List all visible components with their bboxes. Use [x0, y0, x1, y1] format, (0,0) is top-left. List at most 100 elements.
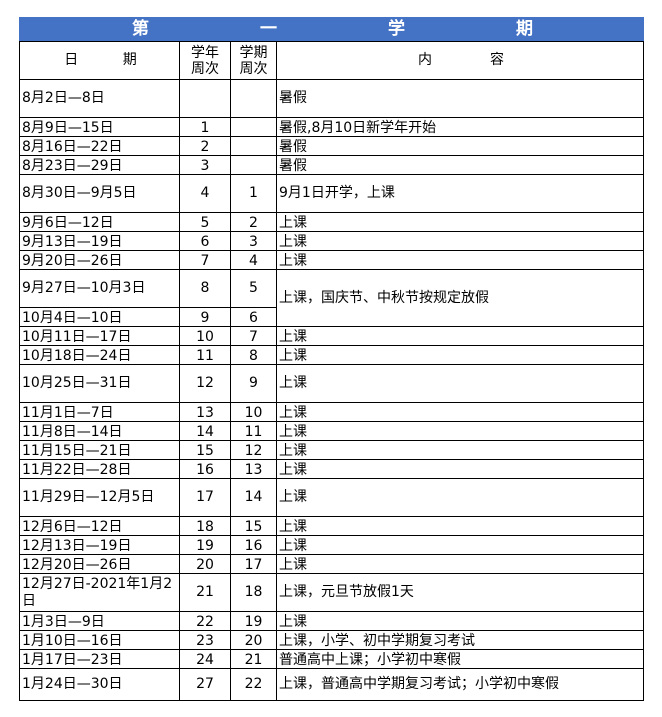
header-content: 内容 [276, 41, 644, 80]
content-cell: 上课 [276, 535, 644, 555]
year-week-cell: 22 [179, 611, 231, 631]
table-row: 1月17日—23日 24 21 普通高中上课；小学初中寒假 [19, 649, 644, 669]
date-cell: 9月6日—12日 [19, 212, 180, 232]
date-cell: 11月1日—7日 [19, 402, 180, 422]
school-calendar-table: 第 一 学 期 日期 学年周次 学期周次 内容 8月2日—8日 暑假 8月9日—15… [19, 17, 644, 701]
year-week-cell: 18 [179, 516, 231, 536]
date-cell: 12月13日—19日 [19, 535, 180, 555]
date-cell: 11月8日—14日 [19, 421, 180, 441]
content-cell: 暑假 [276, 136, 644, 156]
date-cell: 12月6日—12日 [19, 516, 180, 536]
header-content-char: 内 [418, 52, 432, 68]
content-cell: 上课，普通高中学期复习考试；小学初中寒假 [276, 668, 644, 701]
term-week-cell [230, 117, 277, 137]
table-row: 8月2日—8日 暑假 [19, 79, 644, 118]
table-row: 10月4日—10日 9 6 [19, 307, 644, 327]
date-cell: 11月15日—21日 [19, 440, 180, 460]
table-row: 9月6日—12日 5 2 上课 [19, 212, 644, 232]
title-char: 一 [260, 19, 277, 39]
content-cell: 上课 [276, 516, 644, 536]
year-week-cell: 13 [179, 402, 231, 422]
year-week-cell [179, 79, 231, 118]
year-week-cell: 3 [179, 155, 231, 175]
table-row: 11月1日—7日 13 10 上课 [19, 402, 644, 422]
year-week-cell: 7 [179, 250, 231, 270]
date-cell: 10月11日—17日 [19, 326, 180, 346]
term-week-cell: 14 [230, 478, 277, 517]
content-cell: 上课 [276, 440, 644, 460]
term-week-cell: 7 [230, 326, 277, 346]
term-week-cell: 5 [230, 269, 277, 308]
content-cell: 上课 [276, 459, 644, 479]
date-cell: 12月20日—26日 [19, 554, 180, 574]
content-cell: 上课 [276, 611, 644, 631]
year-week-cell: 9 [179, 307, 231, 327]
date-cell: 11月22日—28日 [19, 459, 180, 479]
term-week-cell [230, 136, 277, 156]
content-cell: 9月1日开学，上课 [276, 174, 644, 213]
content-cell: 上课，小学、初中学期复习考试 [276, 630, 644, 650]
date-cell: 10月4日—10日 [19, 307, 180, 327]
table-row: 1月24日—30日 27 22 上课，普通高中学期复习考试；小学初中寒假 [19, 668, 644, 701]
year-week-cell: 6 [179, 231, 231, 251]
table-row: 12月20日—26日 20 17 上课 [19, 554, 644, 574]
table-row: 1月3日—9日 22 19 上课 [19, 611, 644, 631]
date-cell: 1月17日—23日 [19, 649, 180, 669]
year-week-cell: 12 [179, 364, 231, 403]
date-cell: 10月18日—24日 [19, 345, 180, 365]
title-char: 第 [132, 19, 149, 39]
term-week-cell: 1 [230, 174, 277, 213]
date-cell: 9月27日—10月3日 [19, 269, 180, 308]
date-cell: 8月2日—8日 [19, 79, 180, 118]
term-week-cell: 18 [230, 573, 277, 612]
table-row: 9月27日—10月3日 8 5 上课，国庆节、中秋节按规定放假 [19, 269, 644, 327]
table-row: 9月20日—26日 7 4 上课 [19, 250, 644, 270]
date-cell: 1月3日—9日 [19, 611, 180, 631]
header-content-char: 容 [490, 52, 504, 68]
header-row: 日期 学年周次 学期周次 内容 [19, 41, 644, 80]
table-row: 8月30日—9月5日 4 1 9月1日开学，上课 [19, 174, 644, 213]
content-cell: 上课 [276, 231, 644, 251]
year-week-cell: 20 [179, 554, 231, 574]
table-row: 1月10日—16日 23 20 上课，小学、初中学期复习考试 [19, 630, 644, 650]
date-cell: 11月29日—12月5日 [19, 478, 180, 517]
date-cell: 8月30日—9月5日 [19, 174, 180, 213]
term-week-cell: 13 [230, 459, 277, 479]
year-week-cell: 11 [179, 345, 231, 365]
table-row: 10月18日—24日 11 8 上课 [19, 345, 644, 365]
year-week-cell: 23 [179, 630, 231, 650]
content-cell: 上课，元旦节放假1天 [276, 573, 644, 612]
content-cell: 上课 [276, 402, 644, 422]
year-week-cell: 15 [179, 440, 231, 460]
term-week-cell: 3 [230, 231, 277, 251]
table-row: 12月27日-2021年1月2日 21 18 上课，元旦节放假1天 [19, 573, 644, 612]
term-week-cell: 8 [230, 345, 277, 365]
header-date: 日期 [19, 41, 180, 80]
year-week-cell: 16 [179, 459, 231, 479]
term-week-cell: 11 [230, 421, 277, 441]
term-week-cell: 21 [230, 649, 277, 669]
year-week-cell: 1 [179, 117, 231, 137]
term-week-cell: 2 [230, 212, 277, 232]
year-week-cell: 24 [179, 649, 231, 669]
header-year-week: 学年周次 [179, 41, 231, 80]
date-cell: 8月16日—22日 [19, 136, 180, 156]
table-row: 12月13日—19日 19 16 上课 [19, 535, 644, 555]
year-week-cell: 4 [179, 174, 231, 213]
table-row: 10月11日—17日 10 7 上课 [19, 326, 644, 346]
content-cell: 上课 [276, 364, 644, 403]
title-char: 期 [516, 19, 533, 39]
term-week-cell: 20 [230, 630, 277, 650]
table-row: 11月29日—12月5日 17 14 上课 [19, 478, 644, 517]
table-row: 9月13日—19日 6 3 上课 [19, 231, 644, 251]
term-week-cell: 15 [230, 516, 277, 536]
table-row: 11月22日—28日 16 13 上课 [19, 459, 644, 479]
date-cell: 1月24日—30日 [19, 668, 180, 701]
year-week-cell: 2 [179, 136, 231, 156]
term-title: 第 一 学 期 [19, 17, 644, 42]
term-title-row: 第 一 学 期 [19, 17, 644, 42]
date-cell: 12月27日-2021年1月2日 [19, 573, 180, 612]
header-date-char: 日 [64, 52, 79, 68]
year-week-cell: 19 [179, 535, 231, 555]
table-row: 10月25日—31日 12 9 上课 [19, 364, 644, 403]
